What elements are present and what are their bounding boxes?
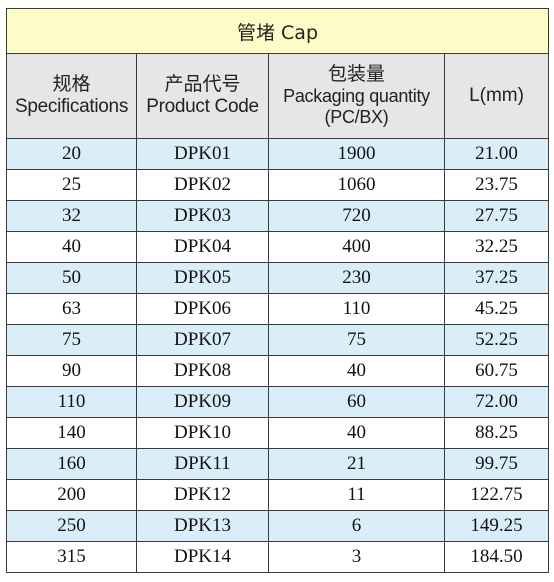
cell-specification: 315 <box>6 541 137 573</box>
table-row: 32 DPK03 720 27.75 <box>6 200 550 232</box>
header-specifications-en: Specifications <box>14 96 129 117</box>
cell-product-code: DPK07 <box>136 324 269 356</box>
cell-specification: 25 <box>6 169 137 201</box>
cell-length: 45.25 <box>443 293 550 325</box>
cell-product-code: DPK08 <box>136 355 269 387</box>
cell-length: 149.25 <box>443 510 550 542</box>
cell-packaging-quantity: 6 <box>268 510 445 542</box>
cell-product-code: DPK05 <box>136 262 269 294</box>
cell-length: 99.75 <box>443 448 550 480</box>
cell-packaging-quantity: 3 <box>268 541 445 573</box>
header-product-code-en: Product Code <box>146 96 259 117</box>
header-specifications: 规格 Specifications <box>6 53 137 139</box>
cell-product-code: DPK06 <box>136 293 269 325</box>
table-row: 40 DPK04 400 32.25 <box>6 231 550 263</box>
header-packaging-quantity-zh: 包装量 <box>327 63 385 85</box>
product-spec-table: 管堵 Cap 规格 Specifications 产品代号 Product Co… <box>5 8 550 573</box>
cell-product-code: DPK10 <box>136 417 269 449</box>
header-specifications-zh: 规格 <box>52 73 91 96</box>
cell-packaging-quantity: 21 <box>268 448 445 480</box>
table-title-row: 管堵 Cap <box>5 8 550 54</box>
table-row: 315 DPK14 3 184.50 <box>6 541 550 573</box>
cell-specification: 200 <box>6 479 137 511</box>
cell-product-code: DPK01 <box>136 138 269 170</box>
cell-packaging-quantity: 75 <box>268 324 445 356</box>
table-body: 20 DPK01 1900 21.00 25 DPK02 1060 23.75 32 DPK03 7… <box>6 138 550 573</box>
cell-product-code: DPK11 <box>136 448 269 480</box>
cell-specification: 20 <box>6 138 137 170</box>
cell-product-code: DPK04 <box>136 231 269 263</box>
cell-length: 60.75 <box>443 355 550 387</box>
cell-specification: 250 <box>6 510 137 542</box>
table-row: 50 DPK05 230 37.25 <box>6 262 550 294</box>
cell-specification: 160 <box>6 448 137 480</box>
cell-length: 21.00 <box>443 138 550 170</box>
cell-length: 23.75 <box>443 169 550 201</box>
cell-specification: 110 <box>6 386 137 418</box>
cell-product-code: DPK14 <box>136 541 269 573</box>
table-row: 75 DPK07 75 52.25 <box>6 324 550 356</box>
table-row: 200 DPK12 11 122.75 <box>6 479 550 511</box>
header-packaging-quantity: 包装量 Packaging quantity (PC/BX) <box>268 53 445 139</box>
cell-product-code: DPK02 <box>136 169 269 201</box>
header-packaging-quantity-unit: (PC/BX) <box>324 107 389 128</box>
cell-packaging-quantity: 1900 <box>268 138 445 170</box>
header-packaging-quantity-en: Packaging quantity <box>283 85 430 106</box>
cell-product-code: DPK09 <box>136 386 269 418</box>
header-length: L(mm) <box>443 53 550 139</box>
table-row: 90 DPK08 40 60.75 <box>6 355 550 387</box>
cell-specification: 75 <box>6 324 137 356</box>
cell-specification: 63 <box>6 293 137 325</box>
table-title: 管堵 Cap <box>5 8 550 54</box>
cell-length: 52.25 <box>443 324 550 356</box>
table-row: 110 DPK09 60 72.00 <box>6 386 550 418</box>
cell-specification: 50 <box>6 262 137 294</box>
header-length-label: L(mm) <box>469 84 524 106</box>
cell-packaging-quantity: 1060 <box>268 169 445 201</box>
cell-product-code: DPK12 <box>136 479 269 511</box>
table-row: 140 DPK10 40 88.25 <box>6 417 550 449</box>
cell-packaging-quantity: 40 <box>268 417 445 449</box>
table-row: 250 DPK13 6 149.25 <box>6 510 550 542</box>
cell-length: 88.25 <box>443 417 550 449</box>
column-header-row: 规格 Specifications 产品代号 Product Code 包装量 … <box>6 53 550 139</box>
cell-packaging-quantity: 60 <box>268 386 445 418</box>
cell-length: 72.00 <box>443 386 550 418</box>
table-row: 63 DPK06 110 45.25 <box>6 293 550 325</box>
cell-length: 32.25 <box>443 231 550 263</box>
cell-specification: 40 <box>6 231 137 263</box>
cell-length: 27.75 <box>443 200 550 232</box>
cell-packaging-quantity: 110 <box>268 293 445 325</box>
header-product-code-zh: 产品代号 <box>164 73 241 96</box>
table-row: 25 DPK02 1060 23.75 <box>6 169 550 201</box>
table-row: 20 DPK01 1900 21.00 <box>6 138 550 170</box>
product-spec-table-container: 管堵 Cap 规格 Specifications 产品代号 Product Co… <box>5 8 550 573</box>
cell-packaging-quantity: 11 <box>268 479 445 511</box>
cell-product-code: DPK03 <box>136 200 269 232</box>
cell-packaging-quantity: 720 <box>268 200 445 232</box>
cell-specification: 32 <box>6 200 137 232</box>
cell-product-code: DPK13 <box>136 510 269 542</box>
cell-packaging-quantity: 400 <box>268 231 445 263</box>
cell-specification: 90 <box>6 355 137 387</box>
cell-length: 122.75 <box>443 479 550 511</box>
table-row: 160 DPK11 21 99.75 <box>6 448 550 480</box>
cell-length: 37.25 <box>443 262 550 294</box>
header-product-code: 产品代号 Product Code <box>136 53 269 139</box>
cell-length: 184.50 <box>443 541 550 573</box>
cell-packaging-quantity: 230 <box>268 262 445 294</box>
cell-packaging-quantity: 40 <box>268 355 445 387</box>
cell-specification: 140 <box>6 417 137 449</box>
